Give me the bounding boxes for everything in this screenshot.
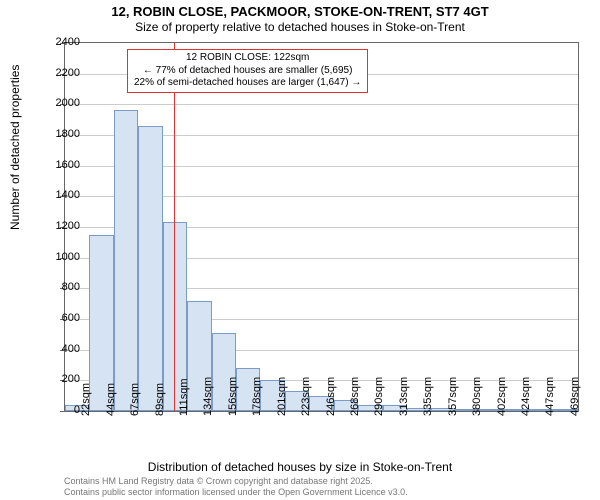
x-tick-label: 201sqm <box>276 377 288 416</box>
x-tick-label: 313sqm <box>398 377 410 416</box>
annotation-line1: ← 77% of detached houses are smaller (5,… <box>134 65 361 78</box>
marker-line <box>174 43 175 411</box>
gridline <box>65 104 578 105</box>
x-tick-label: 246sqm <box>325 377 337 416</box>
histogram-bar <box>138 126 162 411</box>
x-tick-label: 424sqm <box>520 377 532 416</box>
x-tick-label: 335sqm <box>422 377 434 416</box>
x-tick-label: 290sqm <box>373 377 385 416</box>
x-tick-label: 134sqm <box>202 377 214 416</box>
x-tick-label: 268sqm <box>349 377 361 416</box>
annotation-title: 12 ROBIN CLOSE: 122sqm <box>134 52 361 65</box>
y-tick-label: 2200 <box>36 67 80 79</box>
y-tick-label: 0 <box>36 404 80 416</box>
x-tick-label: 178sqm <box>251 377 263 416</box>
footer-line2: Contains public sector information licen… <box>64 487 408 498</box>
x-tick-label: 111sqm <box>178 378 190 416</box>
y-tick-label: 2400 <box>36 36 80 48</box>
chart-subtitle: Size of property relative to detached ho… <box>0 20 600 34</box>
y-tick-label: 1800 <box>36 128 80 140</box>
x-tick-label: 22sqm <box>80 383 92 416</box>
x-tick-label: 469sqm <box>569 377 581 416</box>
x-tick-label: 223sqm <box>300 377 312 416</box>
y-tick-label: 2000 <box>36 97 80 109</box>
x-axis-label: Distribution of detached houses by size … <box>0 460 600 474</box>
histogram-bar <box>114 110 138 411</box>
x-tick-label: 67sqm <box>129 383 141 416</box>
y-tick-label: 1400 <box>36 189 80 201</box>
x-tick-label: 380sqm <box>471 377 483 416</box>
y-tick-label: 200 <box>36 373 80 385</box>
x-tick-label: 402sqm <box>496 377 508 416</box>
chart-container: 12, ROBIN CLOSE, PACKMOOR, STOKE-ON-TREN… <box>0 0 600 500</box>
chart-title: 12, ROBIN CLOSE, PACKMOOR, STOKE-ON-TREN… <box>0 4 600 19</box>
footer-text: Contains HM Land Registry data © Crown c… <box>64 476 408 498</box>
x-tick-label: 357sqm <box>447 377 459 416</box>
annotation-box: 12 ROBIN CLOSE: 122sqm ← 77% of detached… <box>127 49 368 93</box>
y-tick-label: 600 <box>36 312 80 324</box>
x-tick-label: 447sqm <box>544 377 556 416</box>
x-tick-label: 44sqm <box>105 383 117 416</box>
y-tick-label: 800 <box>36 281 80 293</box>
plot-area: 12 ROBIN CLOSE: 122sqm ← 77% of detached… <box>64 42 579 412</box>
x-tick-label: 89sqm <box>154 383 166 416</box>
y-tick-label: 400 <box>36 343 80 355</box>
footer-line1: Contains HM Land Registry data © Crown c… <box>64 476 408 487</box>
y-tick-label: 1200 <box>36 220 80 232</box>
annotation-line2: 22% of semi-detached houses are larger (… <box>134 77 361 90</box>
y-tick-label: 1000 <box>36 251 80 263</box>
y-axis-label: Number of detached properties <box>8 65 22 230</box>
x-tick-label: 156sqm <box>227 377 239 416</box>
y-tick-label: 1600 <box>36 159 80 171</box>
bars-layer <box>65 43 578 411</box>
